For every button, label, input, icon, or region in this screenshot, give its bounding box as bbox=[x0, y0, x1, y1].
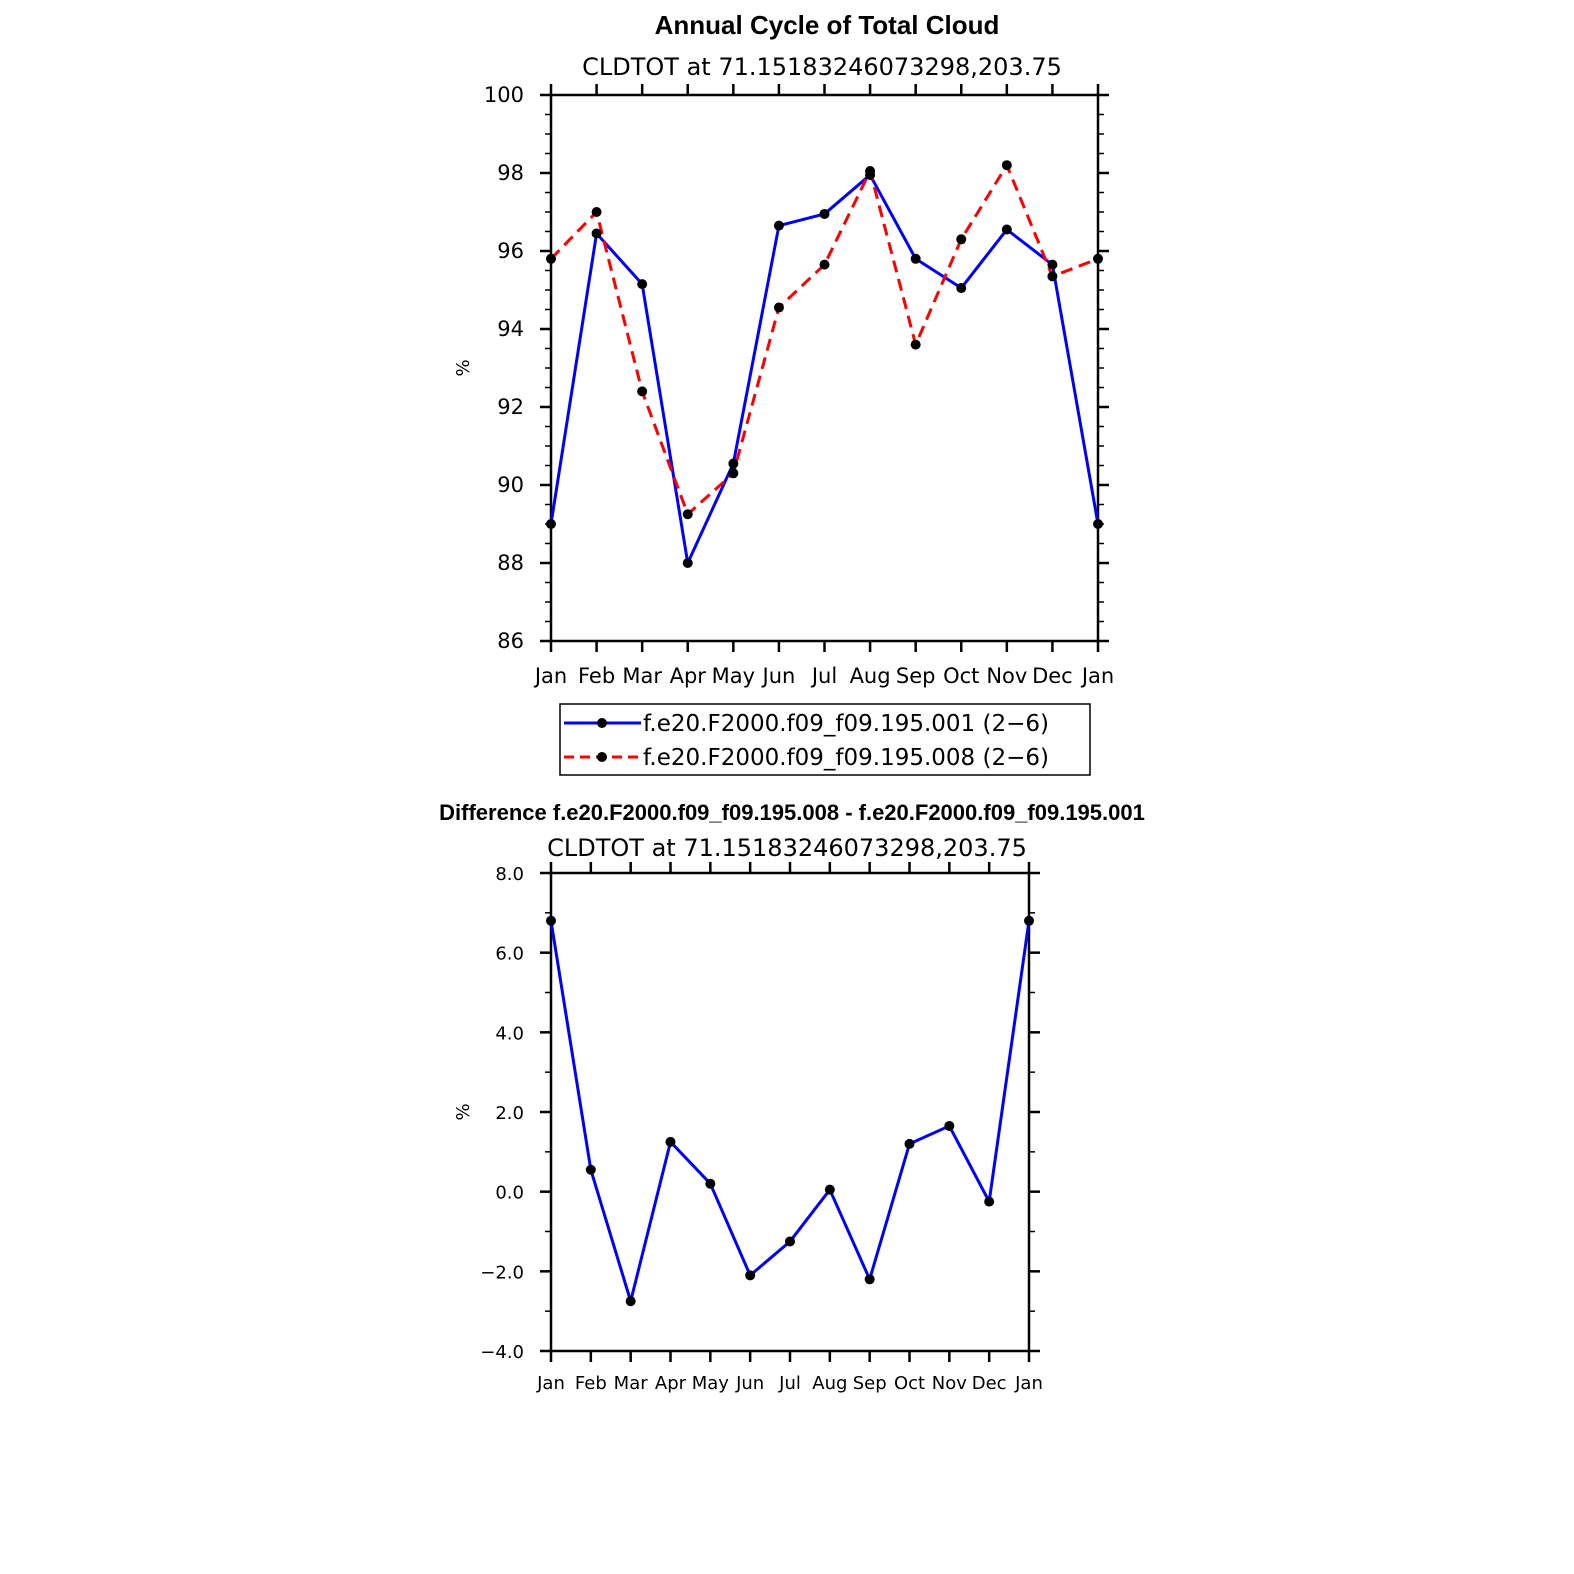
series-1-point bbox=[824, 1184, 835, 1195]
chart1-legend: f.e20.F2000.f09_f09.195.001 (2−6) f.e20.… bbox=[559, 703, 1091, 776]
x-tick-label: Feb bbox=[575, 1373, 607, 1394]
x-tick-label: Jan bbox=[1080, 664, 1114, 688]
series-1-point bbox=[546, 915, 556, 926]
x-tick-label: Sep bbox=[896, 664, 936, 688]
series-1-point bbox=[745, 1270, 756, 1281]
x-tick-label: Mar bbox=[622, 664, 662, 688]
chart1-plot: Jan Feb Mar Apr May Jun Jul Aug Sep Oct Nov Dec Jan 8… bbox=[453, 83, 1114, 688]
y-tick-label: 90 bbox=[497, 473, 524, 497]
series-2-point bbox=[591, 207, 602, 217]
series-2-point bbox=[773, 302, 784, 313]
y-tick-label: 86 bbox=[497, 629, 524, 653]
y-tick-label: 4.0 bbox=[495, 1023, 524, 1044]
y-axis-label: % bbox=[453, 359, 474, 376]
x-tick-label: Feb bbox=[578, 664, 615, 688]
x-tick-label: Oct bbox=[943, 664, 979, 688]
x-tick-label: Jul bbox=[810, 664, 837, 688]
y-tick-label: −4.0 bbox=[480, 1342, 524, 1363]
series-1-point bbox=[682, 558, 693, 568]
x-tick-label: Aug bbox=[812, 1373, 847, 1394]
series-line-1 bbox=[549, 173, 1100, 565]
series-2-point bbox=[1047, 271, 1058, 282]
x-tick-label: Dec bbox=[1032, 664, 1073, 688]
series-1-point bbox=[904, 1138, 915, 1149]
series-2-point bbox=[637, 386, 648, 397]
legend-marker-series-2 bbox=[597, 752, 607, 762]
series-2-point bbox=[728, 468, 739, 479]
y-tick-label: 88 bbox=[497, 551, 524, 575]
series-2-point bbox=[682, 509, 693, 520]
y-tick-label: 94 bbox=[497, 317, 524, 341]
x-tick-label: Apr bbox=[670, 664, 707, 688]
series-2-point bbox=[819, 259, 830, 270]
x-tick-label: Sep bbox=[853, 1373, 887, 1394]
chart2-plot: Jan Feb Mar Apr May Jun Jul Aug Sep Oct Nov Dec Jan−… bbox=[453, 862, 1043, 1394]
x-tick-label: May bbox=[692, 1373, 730, 1394]
y-tick-label: −2.0 bbox=[480, 1262, 524, 1283]
series-1-point bbox=[773, 220, 784, 231]
y-tick-label: 98 bbox=[497, 161, 524, 185]
y-tick-label: 2.0 bbox=[495, 1103, 524, 1124]
series-1-point bbox=[728, 458, 739, 469]
series-1-point bbox=[585, 1164, 596, 1175]
chart2-title: Difference f.e20.F2000.f09_f09.195.008 -… bbox=[439, 800, 1145, 825]
series-1-point bbox=[785, 1236, 795, 1247]
x-tick-label: Jun bbox=[761, 664, 796, 688]
chart2-subtitle: CLDTOT at 71.15183246073298,203.75 bbox=[547, 834, 1027, 862]
series-1-point bbox=[956, 283, 967, 294]
series-1-point bbox=[984, 1196, 995, 1207]
series-2-point bbox=[865, 166, 876, 177]
x-tick-label: May bbox=[712, 664, 755, 688]
x-tick-label: Apr bbox=[655, 1373, 687, 1394]
series-1-point bbox=[1024, 915, 1034, 926]
x-tick-label: Jan bbox=[536, 1373, 565, 1394]
y-tick-label: 8.0 bbox=[495, 864, 524, 885]
series-2-point bbox=[910, 339, 921, 350]
series-1-point bbox=[864, 1274, 875, 1285]
x-tick-label: Oct bbox=[894, 1373, 925, 1394]
x-tick-label: Aug bbox=[850, 664, 891, 688]
legend-marker-series-1 bbox=[597, 718, 607, 728]
series-1-point bbox=[591, 228, 602, 239]
plot-frame bbox=[549, 93, 1100, 643]
series-1-point bbox=[910, 253, 921, 264]
series-1-point bbox=[665, 1136, 676, 1147]
y-tick-label: 6.0 bbox=[495, 944, 524, 965]
x-tick-label: Nov bbox=[986, 664, 1027, 688]
series-2-point bbox=[1001, 160, 1012, 171]
chart1-title: Annual Cycle of Total Cloud bbox=[655, 10, 1000, 40]
x-tick-label: Jul bbox=[778, 1373, 801, 1394]
y-axis-label: % bbox=[453, 1103, 474, 1120]
series-2-point bbox=[1093, 253, 1103, 264]
y-tick-label: 96 bbox=[497, 239, 524, 263]
legend-label-series-2: f.e20.F2000.f09_f09.195.008 (2−6) bbox=[643, 745, 1049, 771]
legend-label-series-1: f.e20.F2000.f09_f09.195.001 (2−6) bbox=[643, 711, 1049, 737]
x-tick-label: Dec bbox=[972, 1373, 1007, 1394]
chart1-subtitle: CLDTOT at 71.15183246073298,203.75 bbox=[582, 53, 1062, 81]
series-1-point bbox=[705, 1178, 716, 1189]
y-tick-label: 0.0 bbox=[495, 1183, 524, 1204]
series-1-point bbox=[625, 1296, 636, 1307]
series-2-point bbox=[546, 253, 556, 264]
y-tick-label: 92 bbox=[497, 395, 524, 419]
x-tick-label: Jan bbox=[1014, 1373, 1043, 1394]
series-1-point bbox=[1047, 259, 1058, 270]
series-1-point bbox=[1001, 224, 1012, 235]
series-1-point bbox=[637, 279, 648, 290]
series-1-point bbox=[819, 208, 830, 219]
x-tick-label: Mar bbox=[614, 1373, 649, 1394]
x-tick-label: Jan bbox=[533, 664, 567, 688]
series-1-point bbox=[944, 1120, 955, 1131]
legend-frame bbox=[559, 703, 1091, 776]
series-1-point bbox=[1093, 519, 1103, 529]
y-tick-label: 100 bbox=[484, 83, 524, 107]
series-1-point bbox=[546, 519, 556, 529]
x-tick-label: Jun bbox=[735, 1373, 764, 1394]
x-tick-label: Nov bbox=[932, 1373, 967, 1394]
series-2-point bbox=[956, 234, 967, 245]
